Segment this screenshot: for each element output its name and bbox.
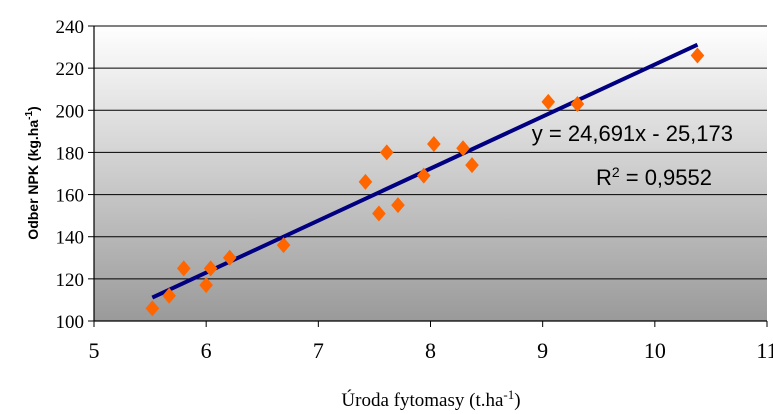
y-tick-label: 220 [56,59,85,80]
data-point [690,47,705,64]
x-tick-label: 9 [537,338,548,363]
x-tick-label: 8 [425,338,436,363]
y-tick-labels: 100 120 140 160 180 200 220 240 [56,17,85,333]
x-tick-label: 11 [756,338,773,363]
y-tick-label: 140 [56,228,85,249]
data-point [176,260,191,277]
r-squared-label: R2 = 0,9552 [596,164,712,190]
y-tick-label: 100 [56,312,85,333]
data-point [416,167,431,184]
y-tick-label: 180 [56,143,85,164]
x-tick-label: 7 [313,338,324,363]
data-point [456,140,470,157]
data-points [145,47,705,317]
x-tick-label: 10 [644,338,666,363]
data-point [276,237,291,254]
data-point [379,144,394,161]
y-axis-label: Odber NPK (kg.ha-1) [24,106,41,239]
data-point [391,197,405,214]
data-point [372,205,386,222]
data-point [541,93,556,110]
data-point [222,249,237,266]
trendline-equation: y = 24,691x - 25,173 [532,121,733,146]
x-tick-label: 5 [89,338,100,363]
y-tick-label: 120 [56,270,85,291]
data-point [145,300,160,317]
x-tick-label: 6 [201,338,212,363]
data-point [465,157,479,174]
data-point [358,173,373,190]
data-point [570,95,585,112]
data-point [199,277,213,294]
data-point [427,136,441,152]
y-tick-label: 200 [56,101,85,122]
data-point [203,260,218,277]
y-tick-label: 160 [56,186,85,207]
axes [88,25,768,327]
y-tick-label: 240 [56,17,85,38]
x-axis-label: Úroda fytomasy (t.ha-1) [341,387,520,411]
data-point [162,287,176,304]
x-tick-labels: 5 6 7 8 9 10 11 [89,338,773,363]
